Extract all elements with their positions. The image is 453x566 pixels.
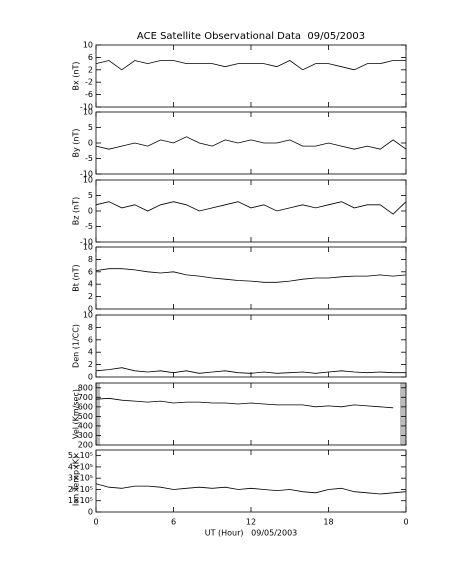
y-tick-label: 600 [78,402,93,411]
y-tick-label: 4 [88,280,93,289]
y-tick-label: 0 [88,207,93,216]
y-tick-label: 700 [78,393,93,402]
y-tick-label: 0 [88,139,93,148]
y-tick-label: 2×10⁵ [68,485,93,494]
y-tick-label: 300 [78,431,93,440]
y-tick-label: 6 [88,267,93,276]
y-tick-label: 200 [78,441,93,450]
y-tick-label: 800 [78,383,93,392]
y-tick-label: 10 [83,176,93,185]
y-tick-label: 4×10⁵ [68,462,93,471]
chart-title: ACE Satellite Observational Data 09/05/2… [137,31,365,42]
y-tick-label: 8 [88,255,93,264]
y-tick-label: 5×10⁵ [68,451,93,460]
data-line [95,483,407,495]
data-gap [400,383,406,445]
y-tick-label: 2 [88,360,93,369]
y-tick-label: -5 [85,154,93,163]
y-axis-label: Bz (nT) [72,197,81,225]
y-axis-label: By (nT) [72,129,81,158]
y-axis-label: Ion Temp (K) [72,456,81,506]
y-tick-label: 6 [88,53,93,62]
y-tick-label: 400 [78,421,93,430]
y-tick-label: -10 [80,103,93,112]
y-tick-label: 5 [88,123,93,132]
y-tick-label: 5 [88,191,93,200]
y-tick-label: 0 [88,373,93,382]
data-line [95,268,407,283]
data-line [95,201,407,215]
data-line [95,60,406,71]
x-tick-label: 18 [323,518,333,527]
y-tick-label: 10 [83,311,93,320]
y-axis-label: Den (1/CC) [72,324,81,368]
data-gap [96,383,100,445]
y-tick-label: 10 [83,243,93,252]
y-tick-label: 0 [88,508,93,517]
x-axis-label: UT (Hour) 09/05/2003 [205,529,298,538]
y-tick-label: 3×10⁵ [68,474,93,483]
y-tick-label: 500 [78,412,93,421]
y-tick-label: -6 [85,90,93,99]
x-tick-label: 0 [93,518,98,527]
x-tick-label: 6 [171,518,176,527]
x-tick-label: 0 [403,518,408,527]
y-tick-label: 4 [88,348,93,357]
y-axis-label: Bt (nT) [72,264,81,291]
y-tick-label: -5 [85,222,93,231]
data-line [95,367,406,374]
y-tick-label: 2 [88,65,93,74]
y-tick-label: 1×10⁵ [68,496,93,505]
y-tick-label: 6 [88,335,93,344]
y-tick-label: -10 [80,170,93,179]
x-tick-label: 12 [246,518,256,527]
y-tick-label: -10 [80,238,93,247]
y-tick-label: 10 [83,41,93,50]
data-line [95,397,394,409]
y-tick-label: 2 [88,292,93,301]
data-line [95,136,407,150]
y-tick-label: 10 [83,108,93,117]
y-tick-label: 0 [88,305,93,314]
y-tick-label: -2 [85,78,93,87]
y-axis-label: Bx (nT) [72,62,81,91]
y-tick-label: 8 [88,323,93,332]
y-axis-label: Vel (Km/sec) [72,389,81,439]
